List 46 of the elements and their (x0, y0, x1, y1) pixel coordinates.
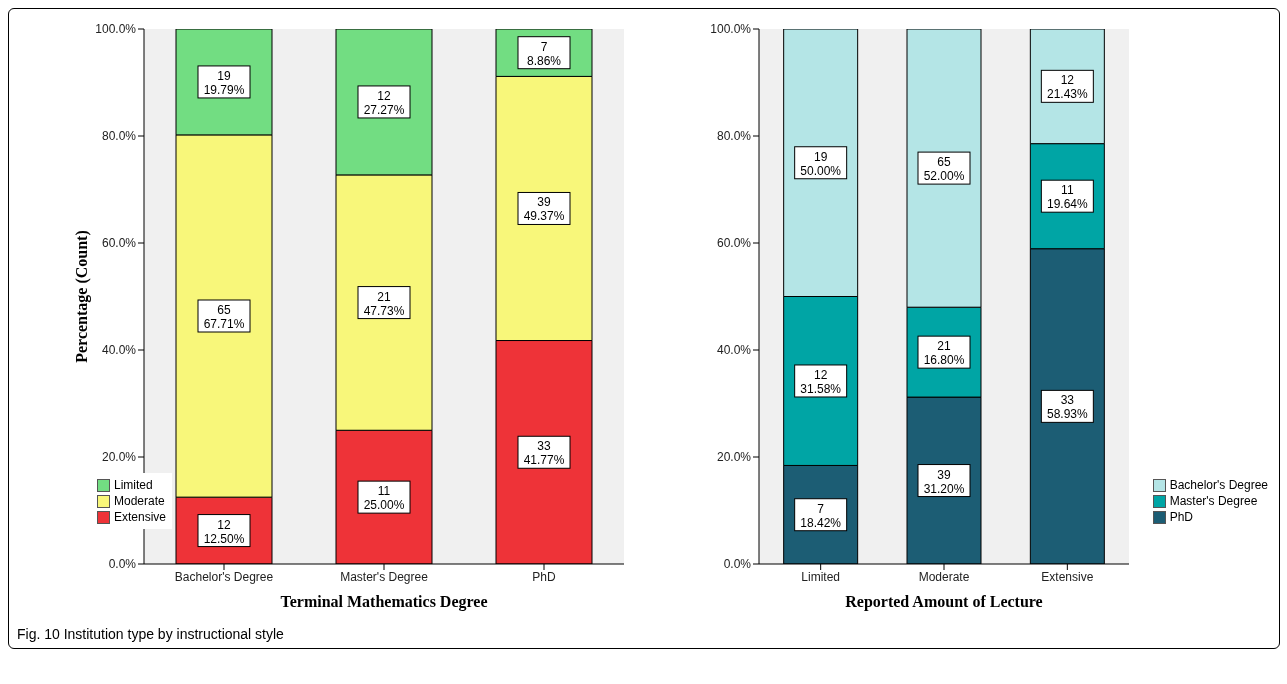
data-label: 39 49.37% (523, 195, 565, 224)
data-label: 21 16.80% (923, 339, 965, 368)
y-tick-label: 20.0% (101, 450, 137, 465)
y-tick-label: 0.0% (108, 557, 137, 572)
x-axis-title: Reported Amount of Lecture (845, 593, 1043, 612)
x-tick-label: Bachelor's Degree (174, 569, 274, 584)
x-tick-label: Extensive (1041, 569, 1094, 584)
y-tick-label: 100.0% (710, 22, 752, 37)
legend-label: PhD (1169, 510, 1193, 524)
y-tick-label: 20.0% (716, 450, 752, 465)
legend-label: Limited (114, 478, 153, 492)
data-label: 12 12.50% (203, 517, 245, 546)
x-tick-label: Master's Degree (340, 569, 429, 584)
y-tick-label: 0.0% (723, 557, 752, 572)
legend-label: Extensive (114, 510, 167, 524)
legend-label: Bachelor's Degree (1169, 478, 1268, 492)
y-axis-title: Percentage (Count) (72, 230, 91, 363)
y-tick-label: 80.0% (716, 129, 752, 144)
y-tick-label: 40.0% (101, 343, 137, 358)
y-tick-label: 60.0% (101, 236, 137, 251)
data-label: 11 25.00% (363, 484, 405, 513)
data-label: 12 21.43% (1046, 73, 1089, 102)
data-label: 33 58.93% (1046, 393, 1089, 422)
y-tick-label: 40.0% (716, 343, 752, 358)
y-tick-label: 60.0% (716, 236, 752, 251)
x-tick-label: Limited (801, 569, 841, 584)
data-label: 65 52.00% (923, 155, 965, 184)
data-label: 7 8.86% (526, 39, 562, 68)
data-label: 12 31.58% (800, 367, 842, 396)
data-label: 19 50.00% (800, 149, 842, 178)
data-label: 7 18.42% (800, 501, 842, 530)
y-tick-label: 80.0% (101, 129, 137, 144)
x-axis-title: Terminal Mathematics Degree (280, 593, 488, 612)
caption: Fig. 10 Institution type by instructional style (16, 625, 285, 644)
legend-label: Moderate (114, 494, 165, 508)
data-label: 19 19.79% (203, 68, 245, 97)
data-label: 65 67.71% (203, 303, 245, 331)
data-label: 11 19.64% (1046, 183, 1089, 212)
data-label: 33 41.77% (523, 439, 565, 468)
data-label: 12 27.27% (363, 88, 405, 117)
legend-label: Master's Degree (1169, 494, 1258, 508)
data-label: 39 31.20% (923, 467, 965, 496)
x-tick-label: Moderate (918, 569, 970, 584)
x-tick-label: PhD (532, 569, 557, 584)
y-tick-label: 100.0% (95, 22, 137, 37)
data-label: 21 47.73% (363, 289, 405, 318)
